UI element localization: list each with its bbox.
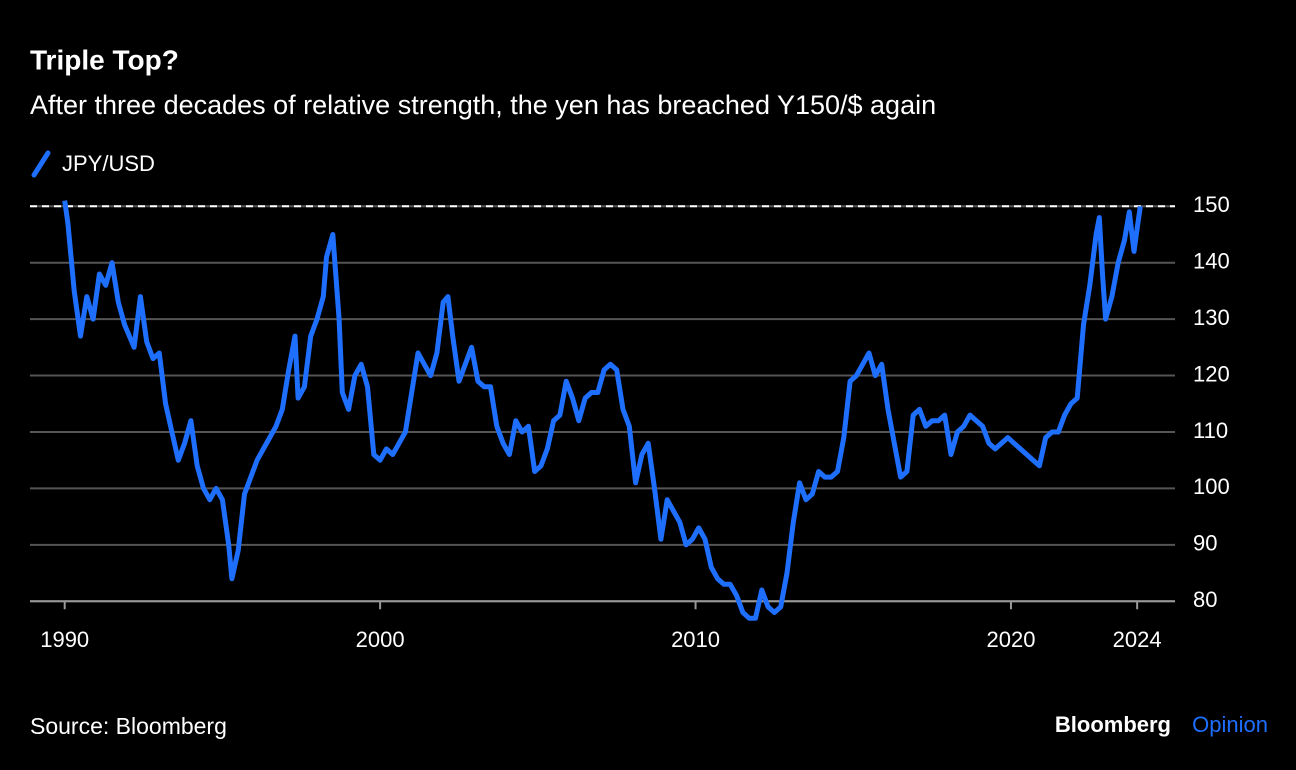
y-tick-label: 130 (1193, 305, 1230, 330)
series-line (62, 200, 1143, 621)
x-tick-label: 2000 (356, 627, 405, 652)
y-tick-label: 140 (1193, 249, 1230, 274)
chart-title: Triple Top? (30, 44, 179, 75)
y-tick-label: 110 (1193, 418, 1228, 443)
x-tick-label: 2010 (671, 627, 720, 652)
brand-accent: Opinion (1192, 712, 1268, 737)
y-tick-label: 100 (1193, 474, 1230, 499)
chart-subtitle: After three decades of relative strength… (30, 90, 936, 120)
y-tick-label: 150 (1193, 192, 1230, 217)
brand: Bloomberg (1055, 712, 1171, 737)
y-tick-label: 120 (1193, 361, 1230, 386)
legend-swatch (31, 150, 51, 178)
x-tick-label: 2024 (1113, 627, 1162, 652)
y-tick-label: 80 (1193, 587, 1217, 612)
source: Source: Bloomberg (30, 713, 227, 739)
legend-label: JPY/USD (62, 151, 155, 176)
x-tick-label: 1990 (40, 627, 89, 652)
x-tick-label: 2020 (987, 627, 1036, 652)
y-tick-label: 90 (1193, 531, 1217, 556)
